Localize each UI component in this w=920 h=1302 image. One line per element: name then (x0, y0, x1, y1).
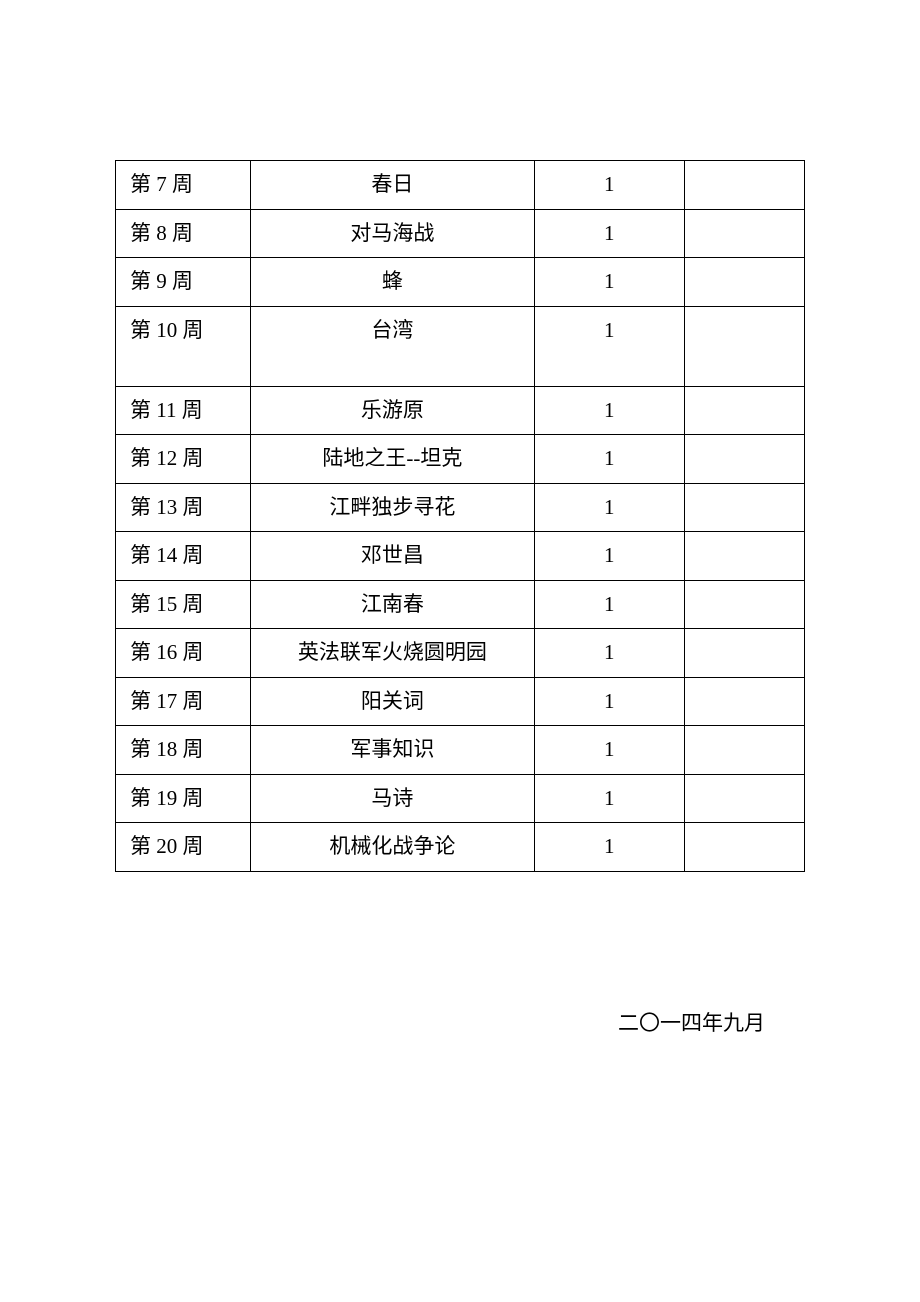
cell-week: 第 11 周 (116, 386, 251, 435)
footer-date: 二〇一四年九月 (115, 1007, 805, 1037)
cell-title: 邓世昌 (251, 532, 534, 581)
cell-count: 1 (534, 629, 684, 678)
cell-count: 1 (534, 580, 684, 629)
cell-count: 1 (534, 483, 684, 532)
cell-week: 第 8 周 (116, 209, 251, 258)
table-row: 第 7 周春日1 (116, 161, 805, 210)
cell-count: 1 (534, 306, 684, 386)
table-row: 第 16 周英法联军火烧圆明园1 (116, 629, 805, 678)
cell-title: 陆地之王--坦克 (251, 435, 534, 484)
cell-count: 1 (534, 774, 684, 823)
cell-title: 江畔独步寻花 (251, 483, 534, 532)
cell-week: 第 19 周 (116, 774, 251, 823)
cell-week: 第 20 周 (116, 823, 251, 872)
cell-note (684, 726, 804, 775)
cell-count: 1 (534, 726, 684, 775)
table-row: 第 15 周江南春1 (116, 580, 805, 629)
cell-count: 1 (534, 209, 684, 258)
cell-note (684, 677, 804, 726)
cell-title: 蜂 (251, 258, 534, 307)
cell-week: 第 15 周 (116, 580, 251, 629)
table-row: 第 18 周军事知识1 (116, 726, 805, 775)
cell-week: 第 7 周 (116, 161, 251, 210)
table-row: 第 8 周对马海战1 (116, 209, 805, 258)
cell-note (684, 209, 804, 258)
cell-title: 马诗 (251, 774, 534, 823)
table-row: 第 11 周乐游原1 (116, 386, 805, 435)
cell-week: 第 17 周 (116, 677, 251, 726)
cell-note (684, 258, 804, 307)
cell-note (684, 823, 804, 872)
cell-note (684, 532, 804, 581)
cell-note (684, 306, 804, 386)
cell-note (684, 629, 804, 678)
cell-count: 1 (534, 161, 684, 210)
table-row: 第 9 周蜂1 (116, 258, 805, 307)
cell-note (684, 386, 804, 435)
cell-count: 1 (534, 435, 684, 484)
cell-note (684, 161, 804, 210)
cell-week: 第 16 周 (116, 629, 251, 678)
table-row: 第 10 周台湾1 (116, 306, 805, 386)
cell-count: 1 (534, 386, 684, 435)
cell-week: 第 10 周 (116, 306, 251, 386)
cell-week: 第 9 周 (116, 258, 251, 307)
schedule-table: 第 7 周春日1第 8 周对马海战1第 9 周蜂1第 10 周台湾1第 11 周… (115, 160, 805, 872)
cell-note (684, 580, 804, 629)
cell-title: 春日 (251, 161, 534, 210)
cell-note (684, 774, 804, 823)
cell-count: 1 (534, 677, 684, 726)
cell-week: 第 12 周 (116, 435, 251, 484)
cell-title: 阳关词 (251, 677, 534, 726)
table-row: 第 17 周阳关词1 (116, 677, 805, 726)
cell-count: 1 (534, 532, 684, 581)
cell-title: 对马海战 (251, 209, 534, 258)
cell-title: 军事知识 (251, 726, 534, 775)
cell-week: 第 18 周 (116, 726, 251, 775)
cell-count: 1 (534, 258, 684, 307)
cell-title: 乐游原 (251, 386, 534, 435)
table-row: 第 14 周邓世昌1 (116, 532, 805, 581)
cell-note (684, 483, 804, 532)
cell-note (684, 435, 804, 484)
table-body: 第 7 周春日1第 8 周对马海战1第 9 周蜂1第 10 周台湾1第 11 周… (116, 161, 805, 872)
cell-count: 1 (534, 823, 684, 872)
table-row: 第 20 周机械化战争论1 (116, 823, 805, 872)
cell-week: 第 13 周 (116, 483, 251, 532)
table-row: 第 13 周江畔独步寻花1 (116, 483, 805, 532)
table-row: 第 12 周陆地之王--坦克1 (116, 435, 805, 484)
cell-title: 英法联军火烧圆明园 (251, 629, 534, 678)
cell-title: 台湾 (251, 306, 534, 386)
cell-title: 机械化战争论 (251, 823, 534, 872)
cell-title: 江南春 (251, 580, 534, 629)
table-row: 第 19 周马诗1 (116, 774, 805, 823)
cell-week: 第 14 周 (116, 532, 251, 581)
